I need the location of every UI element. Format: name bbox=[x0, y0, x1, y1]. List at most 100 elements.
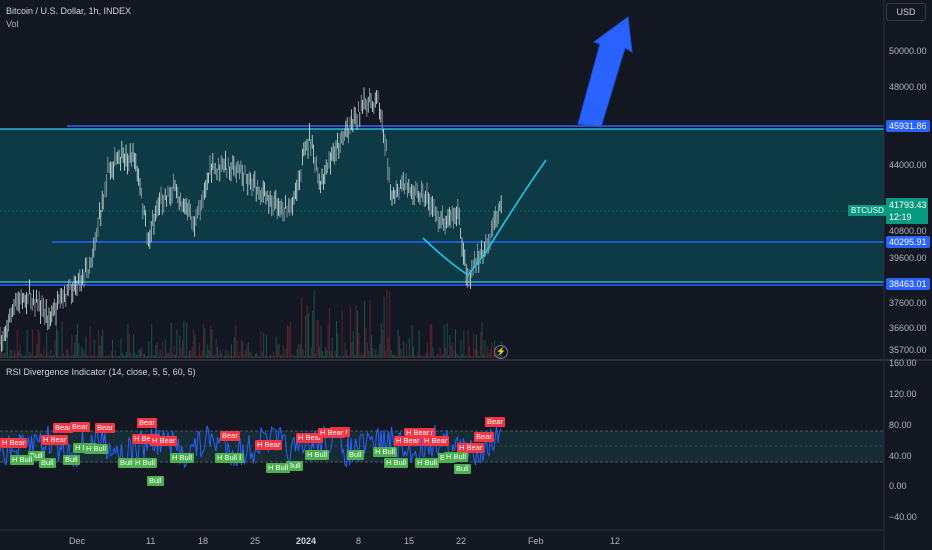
volume-bar bbox=[15, 353, 17, 358]
volume-bar bbox=[448, 355, 449, 358]
volume-bar bbox=[413, 346, 414, 358]
volume-bar bbox=[2, 354, 4, 358]
current-price-tag: 41793.43 12:19 bbox=[886, 198, 928, 224]
volume-bar bbox=[351, 341, 353, 358]
volume-bar bbox=[60, 355, 62, 358]
volume-bar bbox=[236, 340, 238, 358]
volume-bar bbox=[222, 355, 224, 358]
volume-bar bbox=[445, 347, 447, 358]
h-bull-signal: H Bull bbox=[10, 455, 35, 465]
h-bear-signal: H Bear bbox=[318, 428, 346, 438]
volume-bar bbox=[474, 349, 476, 358]
volume-bar bbox=[253, 355, 255, 358]
h-bear-signal: H Bear bbox=[0, 438, 28, 448]
volume-bar bbox=[46, 332, 48, 358]
volume-bar bbox=[313, 290, 315, 358]
mid-support-price-label[interactable]: 40295.91 bbox=[886, 236, 930, 248]
h-bear-signal: H Bear bbox=[457, 443, 485, 453]
volume-bar bbox=[175, 354, 176, 358]
volume-bar bbox=[481, 322, 483, 358]
volume-bar bbox=[257, 355, 259, 358]
bull-signal: Bull bbox=[147, 476, 164, 486]
volume-bar bbox=[449, 335, 451, 358]
volume-bar bbox=[410, 355, 412, 358]
volume-bars bbox=[0, 290, 503, 358]
volume-bar bbox=[259, 355, 260, 358]
volume-bar bbox=[210, 325, 211, 358]
volume-bar bbox=[119, 355, 120, 358]
volume-bar bbox=[193, 329, 195, 358]
current-price-value: 41793.43 bbox=[889, 200, 927, 210]
price-tick: 37600.00 bbox=[889, 298, 927, 308]
volume-bar bbox=[385, 350, 386, 358]
volume-bar bbox=[319, 346, 321, 358]
lightning-icon[interactable]: ⚡ bbox=[494, 345, 508, 359]
volume-bar bbox=[189, 350, 190, 358]
volume-bar bbox=[0, 342, 1, 358]
volume-bar bbox=[82, 349, 84, 358]
volume-bar bbox=[95, 355, 97, 358]
volume-bar bbox=[275, 336, 277, 358]
volume-bar bbox=[303, 355, 305, 358]
volume-bar bbox=[284, 355, 286, 358]
volume-bar bbox=[113, 355, 115, 358]
volume-bar bbox=[194, 335, 196, 358]
volume-bar bbox=[106, 355, 108, 358]
volume-bar bbox=[123, 355, 125, 358]
volume-bar bbox=[387, 336, 389, 358]
symbol-legend[interactable]: Bitcoin / U.S. Dollar, 1h, INDEX bbox=[6, 6, 132, 16]
volume-legend[interactable]: Vol bbox=[6, 19, 19, 29]
volume-bar bbox=[39, 331, 41, 358]
volume-bar bbox=[168, 353, 169, 358]
volume-bar bbox=[70, 355, 71, 358]
volume-bar bbox=[484, 340, 486, 358]
volume-bar bbox=[336, 320, 337, 358]
volume-bar bbox=[11, 349, 13, 358]
volume-bar bbox=[326, 350, 328, 358]
volume-bar bbox=[1, 350, 3, 358]
time-label: Dec bbox=[69, 536, 86, 546]
volume-bar bbox=[280, 355, 281, 358]
volume-bar bbox=[22, 355, 24, 358]
volume-bar bbox=[98, 330, 99, 358]
rsi-legend[interactable]: RSI Divergence Indicator (14, close, 5, … bbox=[6, 367, 196, 377]
volume-bar bbox=[9, 349, 11, 358]
currency-button[interactable]: USD bbox=[886, 3, 926, 21]
volume-bar bbox=[128, 333, 130, 358]
volume-bar bbox=[466, 355, 468, 358]
volume-bar bbox=[233, 337, 235, 358]
volume-bar bbox=[352, 330, 354, 358]
low-support-price-label[interactable]: 38463.01 bbox=[886, 278, 930, 290]
resistance-price-label[interactable]: 45931.86 bbox=[886, 120, 930, 132]
volume-bar bbox=[411, 324, 413, 358]
price-tick: 36600.00 bbox=[889, 323, 927, 333]
volume-bar bbox=[5, 328, 7, 358]
volume-bar bbox=[32, 329, 34, 358]
volume-bar bbox=[169, 347, 171, 358]
projection-curve[interactable] bbox=[422, 159, 547, 277]
volume-bar bbox=[180, 347, 182, 358]
volume-bar bbox=[203, 323, 204, 358]
time-label: 11 bbox=[146, 536, 156, 546]
volume-bar bbox=[464, 355, 466, 358]
volume-bar bbox=[476, 334, 477, 358]
volume-bar bbox=[378, 354, 379, 358]
volume-bar bbox=[26, 329, 28, 358]
h-bear-signal: H Bear bbox=[41, 435, 69, 445]
volume-bar bbox=[61, 321, 63, 358]
volume-bar bbox=[250, 351, 252, 358]
volume-bar bbox=[414, 355, 416, 358]
volume-bar bbox=[242, 341, 244, 358]
volume-bar bbox=[141, 347, 143, 358]
volume-bar bbox=[176, 329, 178, 358]
volume-bar bbox=[8, 355, 10, 358]
h-bear-signal: H Bear bbox=[150, 436, 178, 446]
h-bull-signal: H Bull bbox=[415, 458, 440, 468]
volume-bar bbox=[163, 355, 165, 358]
price-tick: 48000.00 bbox=[889, 82, 927, 92]
arrow-up-icon[interactable] bbox=[577, 16, 633, 128]
volume-bar bbox=[172, 355, 174, 358]
volume-bar bbox=[439, 347, 441, 358]
volume-bar bbox=[99, 345, 101, 358]
